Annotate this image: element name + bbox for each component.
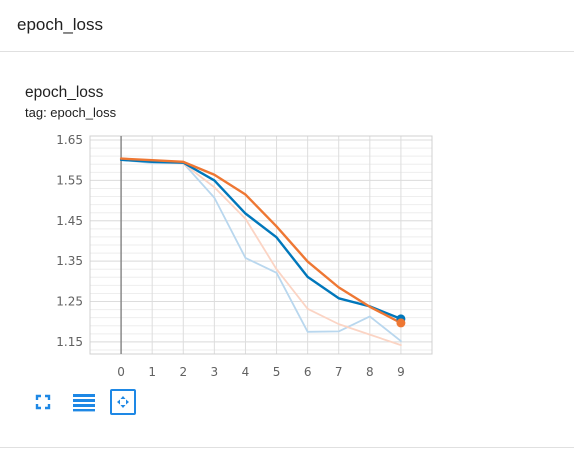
y-axis-ticks: 1.65 1.55 1.45 1.35 1.25 1.15 <box>56 133 83 349</box>
y-tick-label: 1.65 <box>56 133 83 147</box>
series-line-raw <box>120 158 402 342</box>
fullscreen-button[interactable] <box>30 389 56 415</box>
y-tick-label: 1.15 <box>56 335 83 349</box>
fit-domain-icon <box>117 396 129 408</box>
x-tick-label: 6 <box>304 365 312 379</box>
lines-icon <box>73 394 95 412</box>
y-tick-label: 1.55 <box>56 173 83 187</box>
y-tick-label: 1.25 <box>56 295 83 309</box>
chart-card-title: epoch_loss <box>25 84 104 101</box>
series-line-raw <box>120 157 402 347</box>
y-tick-label: 1.35 <box>56 254 83 268</box>
x-tick-label: 9 <box>397 365 405 379</box>
card-bottom-divider <box>0 447 574 448</box>
expand-icon <box>35 394 51 410</box>
fit-domain-button[interactable] <box>110 389 136 415</box>
plot-frame <box>89 135 433 355</box>
x-tick-label: 5 <box>273 365 281 379</box>
card-header: epoch_loss <box>0 0 574 52</box>
header-title: epoch_loss <box>17 15 104 34</box>
x-tick-label: 3 <box>211 365 219 379</box>
x-tick-label: 7 <box>335 365 343 379</box>
chart-series[interactable] <box>119 157 406 347</box>
y-tick-label: 1.45 <box>56 214 83 228</box>
x-tick-label: 8 <box>366 365 374 379</box>
chart-tag-label: tag: epoch_loss <box>25 105 117 120</box>
x-tick-label: 2 <box>179 365 187 379</box>
toggle-log-scale-button[interactable] <box>71 389 97 415</box>
x-tick-label: 4 <box>242 365 250 379</box>
series-line-smoothed <box>119 157 403 325</box>
x-axis-ticks: 0 1 2 3 4 5 6 7 8 9 <box>117 365 404 379</box>
series-end-marker <box>396 318 406 328</box>
x-tick-label: 1 <box>148 365 156 379</box>
x-tick-label: 0 <box>117 365 125 379</box>
series-line-smoothed <box>119 158 403 321</box>
